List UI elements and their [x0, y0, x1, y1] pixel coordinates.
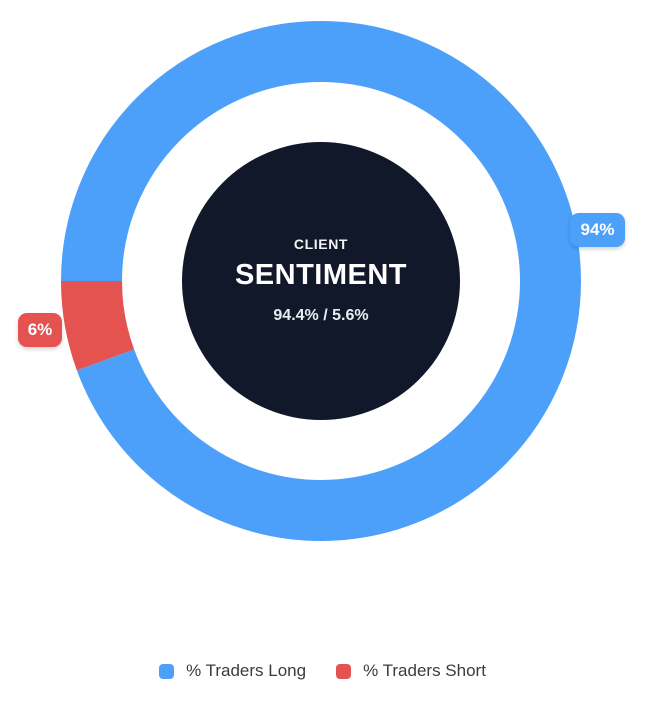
- center-ratio-text: 94.4% / 5.6%: [273, 307, 369, 325]
- legend: % Traders Long % Traders Short: [0, 661, 645, 681]
- legend-label-long: % Traders Long: [186, 661, 307, 680]
- center-eyebrow-text: CLIENT: [293, 236, 349, 253]
- center-circle: CLIENT SENTIMENT 94.4% / 5.6%: [182, 142, 460, 420]
- donut-chart-svg[interactable]: [61, 21, 581, 541]
- data-label-short-pill: 6%: [18, 313, 62, 347]
- legend-label-short: % Traders Short: [363, 661, 486, 680]
- data-label-long-pill: 94%: [570, 213, 625, 247]
- center-title-text: SENTIMENT: [234, 258, 408, 291]
- donut-slice-short[interactable]: [61, 21, 581, 541]
- legend-item-traders-short[interactable]: % Traders Short: [336, 661, 486, 681]
- legend-marker-long-icon: [159, 663, 175, 679]
- legend-item-traders-long[interactable]: % Traders Long: [159, 661, 306, 681]
- legend-marker-short-icon: [336, 663, 352, 679]
